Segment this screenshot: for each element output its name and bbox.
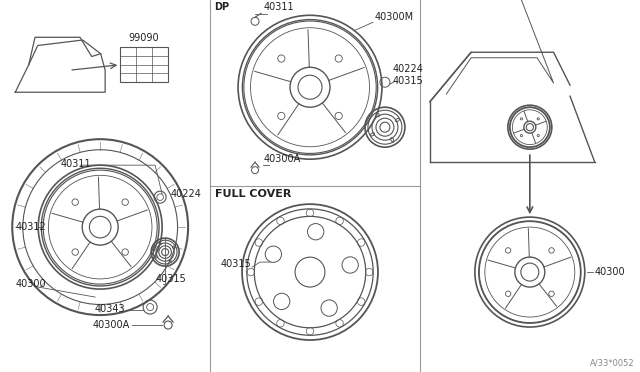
Text: 40312: 40312 — [15, 222, 46, 232]
Text: FULL COVER: FULL COVER — [215, 189, 291, 199]
Text: 40300: 40300 — [15, 279, 46, 289]
Text: 40300A: 40300A — [93, 320, 130, 330]
Text: 40224: 40224 — [170, 189, 201, 199]
Text: 40315: 40315 — [393, 76, 424, 86]
Text: 99090: 99090 — [129, 33, 159, 43]
Text: 40311: 40311 — [264, 2, 294, 12]
Text: 40300M: 40300M — [375, 12, 414, 22]
Text: 40315: 40315 — [155, 274, 186, 284]
Text: 40224: 40224 — [393, 64, 424, 74]
Bar — [120, 47, 168, 82]
Text: A/33*0052: A/33*0052 — [590, 358, 635, 367]
Text: 40315: 40315 — [220, 259, 251, 269]
Text: 40311: 40311 — [60, 159, 91, 169]
Text: 40300: 40300 — [595, 267, 625, 277]
Text: 40343: 40343 — [95, 304, 125, 314]
Text: DP: DP — [214, 2, 229, 12]
Text: 40300A: 40300A — [264, 154, 301, 164]
